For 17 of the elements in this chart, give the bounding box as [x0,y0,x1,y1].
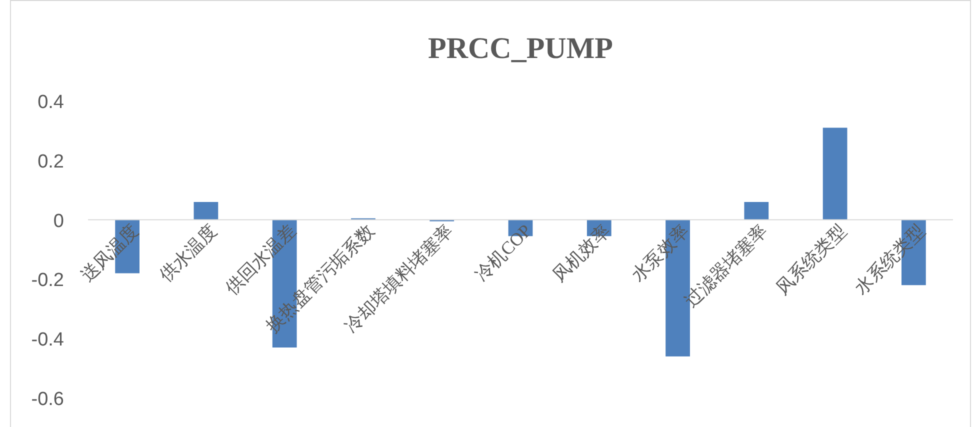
y-tick-label: 0.2 [38,151,64,172]
x-tick-label: 供水温度 [156,220,221,286]
bar [822,128,848,220]
x-tick-label: 水系统类型 [850,220,929,298]
x-tick-label: 冷机COP [470,220,536,285]
x-tick-label: 送风温度 [77,220,142,286]
y-tick-label: -0.4 [31,330,64,351]
y-tick-label: -0.2 [31,270,64,292]
bar [194,202,218,220]
y-tick-label: -0.6 [31,389,64,410]
y-tick-label: 0.4 [38,92,64,113]
chart-title: PRCC_PUMP [428,32,613,65]
y-tick-label: 0 [53,210,64,232]
x-tick-label: 风机效率 [548,220,614,286]
bar [744,202,769,220]
x-tick-label: 水泵效率 [628,220,693,286]
x-tick-label: 风系统类型 [772,220,850,298]
